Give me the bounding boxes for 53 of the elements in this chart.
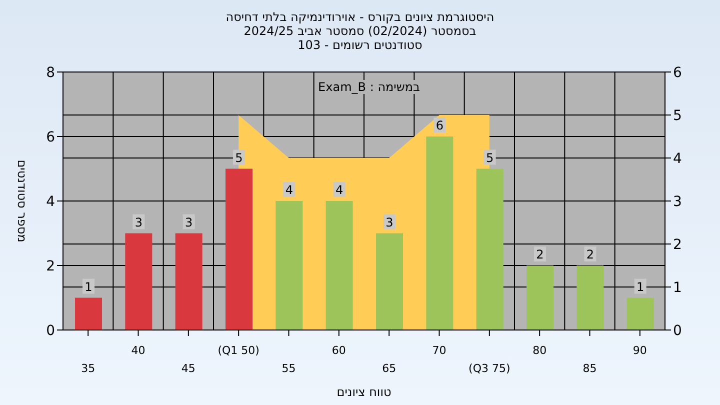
y-tick-label: 8: [46, 64, 55, 81]
x-tick-label: 80: [532, 344, 547, 357]
data-label: 1: [636, 280, 644, 294]
y-tick-label: 2: [46, 258, 55, 274]
y-tick-label: 0: [46, 322, 55, 339]
y2-tick-label: 0: [673, 322, 682, 339]
data-label: 3: [134, 215, 142, 230]
bar: [175, 233, 202, 330]
bar: [326, 201, 353, 330]
bar: [476, 168, 504, 330]
bar: [125, 233, 152, 330]
x-tick-label: 55: [282, 362, 296, 375]
annotation: במשימה : Exam_B: [315, 80, 423, 94]
y2-tick-label: 6: [673, 64, 682, 81]
data-label: 5: [235, 150, 243, 165]
x-tick-label: 35: [81, 362, 96, 375]
x-tick-label: 65: [382, 362, 396, 375]
y2-tick-label: 3: [673, 194, 682, 210]
data-label: 4: [336, 183, 344, 197]
x-tick-label: (Q3 75): [468, 362, 510, 375]
y2-tick-label: 2: [673, 236, 682, 253]
data-label: 5: [486, 150, 494, 165]
x-tick-label: 60: [332, 344, 346, 357]
chart-subtitle: בסמסטר (02/2024) סמסטר אביב 2024/25 סטודנטים רשומים - 103: [242, 24, 478, 52]
x-axis-title: טווח ציונים: [336, 385, 392, 399]
data-label: 3: [386, 215, 394, 230]
data-label: 2: [586, 248, 594, 262]
y-tick-label: 4: [46, 194, 56, 210]
x-tick-label: 90: [632, 344, 647, 357]
bar: [626, 298, 654, 330]
data-label: 4: [285, 183, 293, 197]
bar: [376, 233, 403, 330]
y2-tick-label: 4: [673, 150, 682, 167]
data-label: 6: [436, 118, 444, 132]
x-tick-label: 40: [131, 344, 146, 357]
y-axis-title: מספר סטודנטים: [14, 160, 29, 242]
bar: [426, 136, 454, 330]
x-tick-label: 85: [582, 362, 597, 375]
y-tick-label: 6: [46, 129, 56, 146]
bar: [576, 266, 604, 330]
chart-title: היסטוגרמת ציונים בקורס - אוירודינמיקה בלתי דחיסה: [224, 10, 496, 24]
bar: [526, 266, 554, 330]
y2-tick-label: 5: [673, 108, 682, 124]
bar: [226, 168, 252, 330]
data-label: 2: [536, 248, 544, 262]
bar: [276, 201, 303, 330]
y2-tick-label: 1: [673, 280, 682, 296]
x-tick-label: 70: [432, 344, 446, 357]
x-tick-label: (Q1 50): [218, 344, 260, 357]
x-tick-label: 45: [181, 362, 196, 375]
data-label: 1: [84, 280, 92, 294]
data-label: 3: [185, 215, 193, 230]
bar: [75, 298, 102, 330]
